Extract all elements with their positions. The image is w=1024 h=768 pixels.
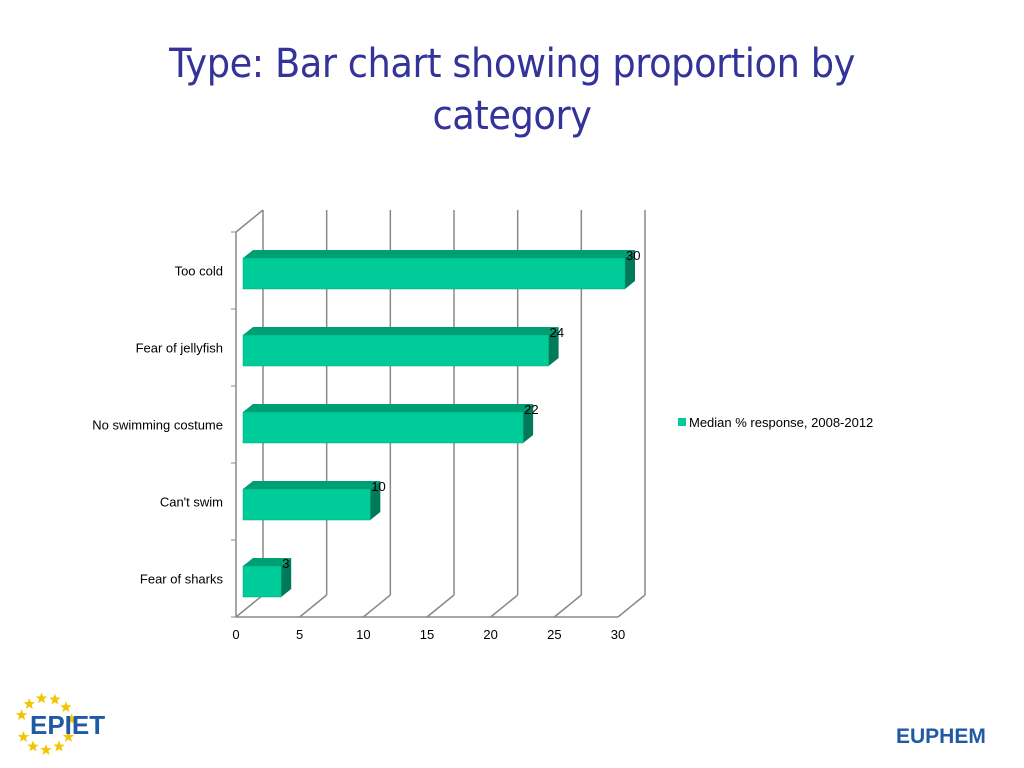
data-label: 10 bbox=[371, 479, 385, 494]
star-icon bbox=[65, 713, 78, 725]
star-icon bbox=[40, 744, 52, 755]
x-tick-label: 10 bbox=[356, 627, 370, 642]
slide-title: Type: Bar chart showing proportion by ca… bbox=[169, 41, 855, 139]
star-icon bbox=[60, 701, 72, 713]
bar bbox=[242, 334, 549, 367]
data-label: 24 bbox=[550, 325, 564, 340]
epiet-logo: EPIET bbox=[15, 692, 105, 755]
bar-side bbox=[548, 327, 559, 366]
star-icon bbox=[35, 692, 48, 704]
bar bbox=[242, 565, 282, 598]
category-label: Fear of jellyfish bbox=[136, 341, 223, 356]
chart-labels: 0 5 10 15 20 25 30 Too cold 30 Fear of jellyfish 2… bbox=[92, 248, 640, 642]
category-label: No swimming costume bbox=[92, 418, 223, 433]
epiet-stars-icon bbox=[15, 692, 78, 755]
bar-top bbox=[243, 481, 381, 489]
floor-gridline bbox=[553, 594, 582, 618]
category-label: Fear of sharks bbox=[140, 572, 224, 587]
floor-gridline bbox=[235, 594, 264, 618]
legend-swatch bbox=[678, 418, 686, 426]
epiet-logo-text: EPIET bbox=[30, 710, 105, 740]
x-tick-label: 15 bbox=[420, 627, 434, 642]
category-label: Too cold bbox=[175, 264, 223, 279]
bar-side bbox=[523, 404, 534, 443]
bar-side bbox=[281, 558, 292, 597]
star-icon bbox=[49, 693, 61, 705]
star-icon bbox=[23, 698, 35, 709]
floor-gridline bbox=[426, 594, 455, 618]
x-tick-label: 20 bbox=[483, 627, 497, 642]
floor-gridline bbox=[362, 594, 391, 618]
bar-side bbox=[625, 250, 635, 289]
bar-side bbox=[370, 481, 381, 520]
x-tick-label: 0 bbox=[232, 627, 239, 642]
euphem-logo: EUPHEM bbox=[896, 725, 986, 748]
data-label: 3 bbox=[282, 556, 289, 571]
left-wall-edge bbox=[235, 209, 264, 233]
data-label: 30 bbox=[626, 248, 640, 263]
category-label: Can't swim bbox=[160, 495, 223, 510]
legend-label: Median % response, 2008-2012 bbox=[689, 415, 873, 430]
bar-top bbox=[243, 558, 292, 566]
star-icon bbox=[53, 740, 65, 752]
x-tick-label: 25 bbox=[547, 627, 561, 642]
bar-top bbox=[243, 250, 635, 258]
star-icon bbox=[27, 740, 39, 752]
bar-top bbox=[243, 404, 534, 412]
bar bbox=[242, 411, 524, 444]
chart-bars bbox=[242, 250, 635, 598]
euphem-logo-text: EUPHEM bbox=[896, 725, 986, 748]
star-icon bbox=[15, 709, 28, 720]
chart-legend: Median % response, 2008-2012 bbox=[678, 415, 873, 430]
bar bbox=[242, 488, 371, 521]
data-label: 22 bbox=[524, 402, 538, 417]
floor-gridline bbox=[617, 594, 646, 618]
floor-gridline bbox=[490, 594, 519, 618]
bar bbox=[242, 257, 626, 290]
star-icon bbox=[62, 731, 75, 742]
floor-gridline bbox=[299, 594, 328, 618]
bar-top bbox=[243, 327, 559, 335]
star-icon bbox=[17, 731, 30, 742]
x-tick-label: 30 bbox=[611, 627, 625, 642]
x-tick-label: 5 bbox=[296, 627, 303, 642]
